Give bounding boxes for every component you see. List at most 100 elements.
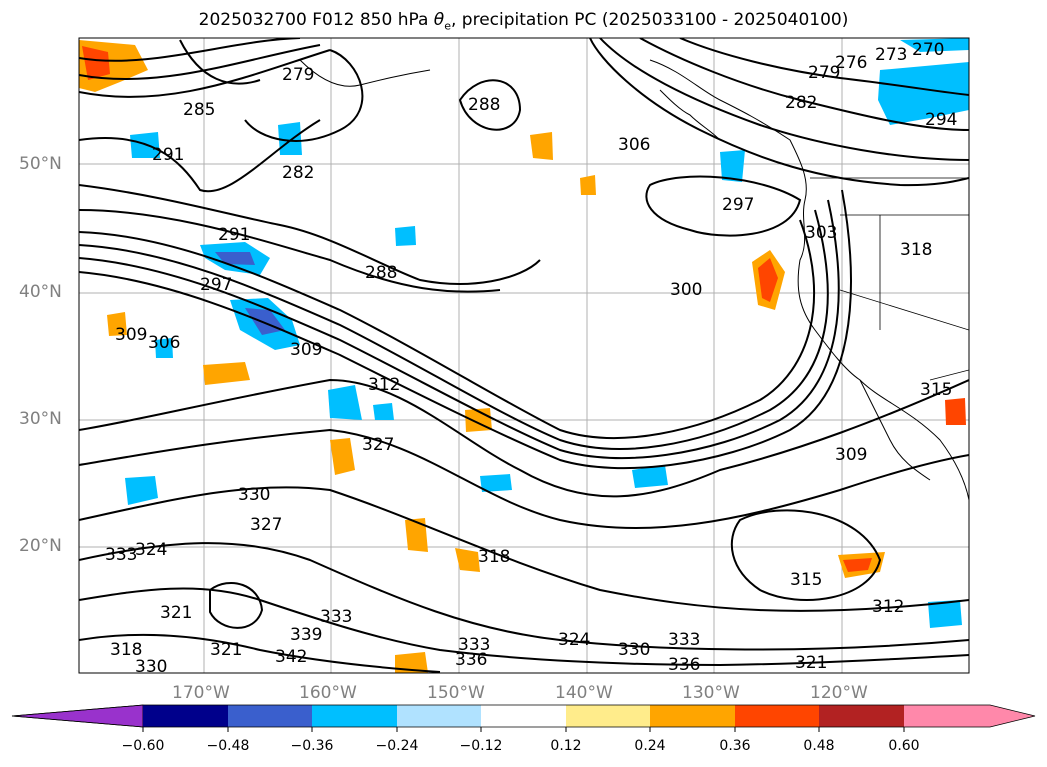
- colorbar-bin: [819, 705, 904, 727]
- precip-positive-patch: [395, 652, 428, 673]
- precip-positive-patch: [82, 46, 110, 80]
- precip-positive-patch: [843, 558, 872, 572]
- contour-line: [79, 542, 969, 651]
- contour-label: 309: [115, 325, 147, 345]
- contour-label: 294: [925, 110, 957, 130]
- precip-negative-patch: [928, 600, 962, 628]
- precip-negative-patch: [278, 122, 302, 155]
- contour-line: [79, 49, 331, 98]
- contour-line: [79, 587, 969, 667]
- colorbar-bin: [228, 705, 312, 727]
- colorbar-bin: [566, 705, 650, 727]
- colorbar-bin: [735, 705, 819, 727]
- contour-label: 315: [920, 380, 952, 400]
- contour-label: 330: [135, 657, 167, 677]
- contour-label: 279: [808, 63, 840, 83]
- contour-line: [458, 79, 522, 131]
- contour-line: [79, 378, 969, 498]
- map-frame: [78, 37, 970, 674]
- precip-negative-patch: [395, 226, 416, 246]
- precip-negative-patch: [720, 150, 745, 182]
- coastline-baja: [859, 379, 931, 481]
- lon-label-170w: 170°W: [172, 683, 230, 703]
- precip-positive-patch: [455, 548, 480, 572]
- theta-e-contours: [79, 38, 969, 673]
- precip-negative-patch: [900, 38, 969, 52]
- contour-line: [730, 509, 882, 601]
- precip-positive-patch: [330, 438, 355, 475]
- contour-line: [79, 184, 541, 285]
- precip-positive-patch: [203, 362, 250, 385]
- contour-line: [79, 44, 321, 81]
- contour-label: 318: [110, 640, 142, 660]
- contour-label: 288: [365, 263, 397, 283]
- contour-line: [79, 633, 441, 673]
- lat-label-20n: 20°N: [19, 536, 62, 556]
- precip-negative-patch: [155, 338, 173, 358]
- contour-label: 315: [790, 570, 822, 590]
- contour-label: 297: [200, 275, 232, 295]
- precip-negative-patch: [215, 252, 255, 265]
- contour-label: 312: [872, 597, 904, 617]
- lon-label-160w: 160°W: [299, 683, 357, 703]
- lat-label-50n: 50°N: [19, 154, 62, 174]
- precip-negative-patch: [878, 62, 969, 125]
- contour-label: 285: [183, 100, 215, 120]
- contour-line: [244, 49, 364, 142]
- colorbar-tick-label: −0.36: [290, 738, 334, 754]
- contour-label: 276: [835, 53, 867, 73]
- precip-negative-patch: [632, 465, 668, 488]
- state-border: [839, 289, 969, 331]
- contour-label: 282: [282, 163, 314, 183]
- lon-label-140w: 140°W: [555, 683, 613, 703]
- colorbar: [11, 704, 1036, 732]
- contour-label: 273: [875, 45, 907, 65]
- colorbar-bin: [312, 705, 397, 727]
- lon-label-120w: 120°W: [810, 683, 868, 703]
- colorbar-min-extend: [11, 704, 144, 728]
- colorbar-max-extend: [904, 705, 1035, 727]
- map-background: [79, 38, 969, 673]
- contour-line: [79, 209, 501, 293]
- precip-positive-patch: [530, 132, 553, 160]
- colorbar-tick-label: −0.48: [206, 738, 250, 754]
- precip-positive-patch: [405, 518, 428, 552]
- contour-line: [599, 38, 969, 161]
- contour-label: 300: [670, 280, 702, 300]
- contour-label: 297: [722, 195, 754, 215]
- precip-positive-patch: [580, 175, 596, 195]
- coastlines: [299, 59, 969, 501]
- lat-label-30n: 30°N: [19, 409, 62, 429]
- contour-line: [179, 39, 261, 85]
- contour-label: 330: [238, 485, 270, 505]
- contour-label: 318: [900, 240, 932, 260]
- contour-label: 324: [558, 630, 590, 650]
- contour-label: 291: [218, 225, 250, 245]
- lat-label-40n: 40°N: [19, 282, 62, 302]
- contour-label: 279: [282, 65, 314, 85]
- colorbar-tick-label: 0.36: [719, 738, 751, 754]
- contour-line: [79, 189, 852, 470]
- contour-label: 291: [152, 145, 184, 165]
- contour-line: [645, 175, 802, 237]
- contour-label: 318: [478, 547, 510, 567]
- colorbar-bin: [650, 705, 735, 727]
- colorbar-bin: [143, 705, 228, 727]
- colorbar-tick-label: 0.48: [803, 738, 835, 754]
- contour-label: 333: [320, 607, 352, 627]
- lon-label-150w: 150°W: [427, 683, 485, 703]
- contour-label: 288: [468, 95, 500, 115]
- contour-label: 327: [362, 435, 394, 455]
- contour-label: 309: [290, 340, 322, 360]
- contour-line: [79, 428, 969, 530]
- contour-label: 336: [668, 655, 700, 675]
- precip-positive-patch: [758, 258, 778, 302]
- contour-line: [679, 38, 969, 96]
- contour-line: [639, 38, 969, 131]
- precip-positive-patch: [945, 398, 966, 425]
- colorbar-bin: [397, 705, 481, 727]
- precip-negative-patch: [125, 476, 158, 505]
- contour-label: 303: [805, 223, 837, 243]
- colorbar-tick-label: −0.60: [121, 738, 165, 754]
- colorbar-tick-label: −0.24: [375, 738, 419, 754]
